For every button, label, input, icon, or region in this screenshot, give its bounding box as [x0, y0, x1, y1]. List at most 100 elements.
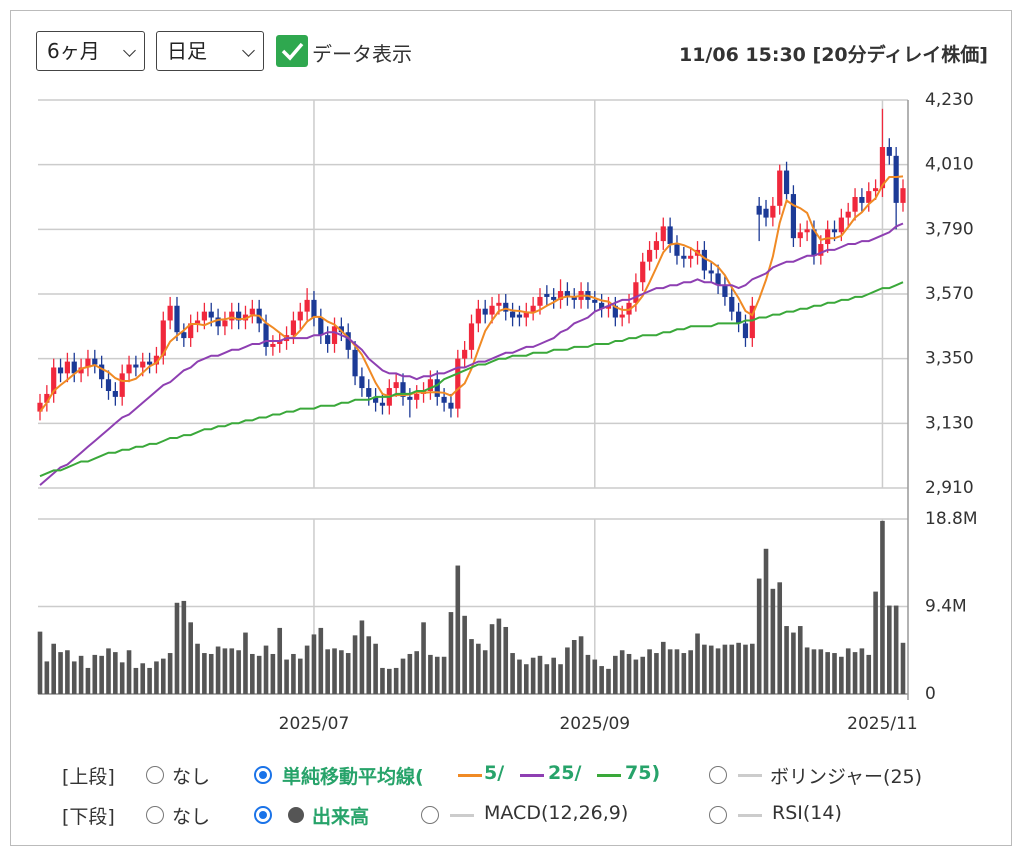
option-label[interactable]: ボリンジャー(25): [770, 766, 923, 788]
candle-body: [277, 341, 283, 344]
y-tick-label: 0: [925, 684, 936, 704]
volume-bar: [777, 582, 783, 694]
candle-body: [71, 361, 77, 374]
volume-bar: [818, 649, 824, 694]
radio[interactable]: [254, 806, 272, 824]
volume-bar: [571, 640, 577, 694]
volume-bar: [414, 651, 420, 694]
candle-body: [174, 305, 180, 333]
candle-body: [37, 402, 43, 412]
candle-body: [126, 364, 132, 374]
candle-body: [660, 226, 666, 242]
candle-body: [249, 308, 255, 315]
checkbox-label[interactable]: データ表示: [312, 42, 412, 66]
volume-bar: [674, 649, 680, 694]
ma-line: [39, 222, 904, 486]
candle-body: [537, 296, 543, 306]
volume-bar: [469, 639, 474, 694]
candle-body: [92, 358, 98, 365]
volume-bar: [743, 644, 748, 694]
volume-bar: [311, 634, 317, 694]
candle-body: [722, 285, 728, 297]
candle-body: [715, 273, 721, 286]
volume-bar: [544, 664, 550, 694]
candle-body: [119, 373, 125, 397]
candle-body: [393, 382, 399, 389]
candle-body: [701, 249, 707, 271]
volume-bar: [517, 659, 522, 694]
volume-bar: [565, 647, 570, 694]
candle-body: [873, 188, 879, 192]
candle-body: [818, 244, 824, 256]
legend-swatch: [597, 774, 621, 777]
volume-bar: [359, 620, 365, 694]
volume-bar: [160, 658, 166, 694]
radio[interactable]: [146, 766, 164, 784]
radio[interactable]: [254, 766, 272, 784]
radio[interactable]: [709, 806, 727, 824]
candle-body: [797, 232, 803, 239]
y-tick-label: 4,010: [925, 155, 974, 175]
radio[interactable]: [709, 766, 727, 784]
candle-body: [208, 311, 214, 318]
volume-bar: [606, 668, 611, 694]
volume-bar: [537, 655, 543, 694]
volume-bar: [92, 654, 98, 694]
volume-bar: [599, 666, 604, 694]
candle-body: [667, 226, 673, 245]
volume-bar: [434, 656, 440, 694]
option-label[interactable]: 単純移動平均線(: [282, 766, 424, 788]
volume-bar: [530, 657, 536, 694]
candle-body: [331, 326, 338, 344]
candle-body: [503, 302, 509, 312]
volume-bar: [715, 648, 721, 694]
candle-body: [379, 402, 386, 406]
volume-bar: [181, 600, 187, 694]
candle-body: [845, 211, 851, 218]
volume-bar: [503, 626, 509, 694]
option-label[interactable]: なし: [172, 806, 211, 828]
candle-body: [140, 361, 146, 368]
candle-body: [688, 255, 694, 259]
volume-bar: [887, 605, 892, 694]
candle-body: [893, 155, 899, 203]
checkbox[interactable]: [276, 35, 308, 67]
volume-bar: [113, 652, 118, 694]
candle-body: [400, 382, 406, 397]
candle-body: [345, 332, 351, 350]
candle-body: [455, 358, 461, 409]
volume-bar: [270, 653, 276, 694]
candle-body: [146, 361, 153, 365]
option-label[interactable]: なし: [172, 766, 211, 788]
y-tick-label: 4,230: [925, 90, 974, 110]
volume-bar: [44, 661, 50, 694]
candle-body: [366, 388, 372, 397]
radio[interactable]: [421, 806, 439, 824]
radio[interactable]: [146, 806, 164, 824]
candle-body: [886, 147, 892, 156]
volume-bar: [215, 646, 221, 694]
volume-bar: [243, 632, 248, 694]
candle-body: [297, 311, 303, 321]
candle-body: [448, 402, 454, 409]
volume-dot: [288, 807, 304, 823]
volume-bar: [866, 654, 872, 694]
volume-bar: [667, 649, 673, 694]
volume-bar: [352, 635, 358, 694]
interval-select[interactable]: 日足: [156, 31, 264, 71]
candle-body: [78, 367, 84, 374]
option-label[interactable]: 出来高: [312, 806, 370, 828]
volume-bar: [585, 654, 591, 694]
period-select[interactable]: 6ヶ月: [36, 31, 145, 71]
candle-body: [633, 282, 639, 303]
x-tick-label: 2025/11: [847, 714, 918, 734]
volume-bar: [339, 650, 344, 694]
candle-body: [804, 229, 810, 233]
option-label[interactable]: MACD(12,26,9): [484, 802, 629, 824]
candle-body: [352, 349, 358, 377]
option-label[interactable]: RSI(14): [772, 802, 842, 824]
volume-bar: [873, 591, 878, 694]
candle-body: [749, 305, 755, 339]
candle-body: [838, 217, 844, 233]
volume-bar: [380, 667, 385, 694]
